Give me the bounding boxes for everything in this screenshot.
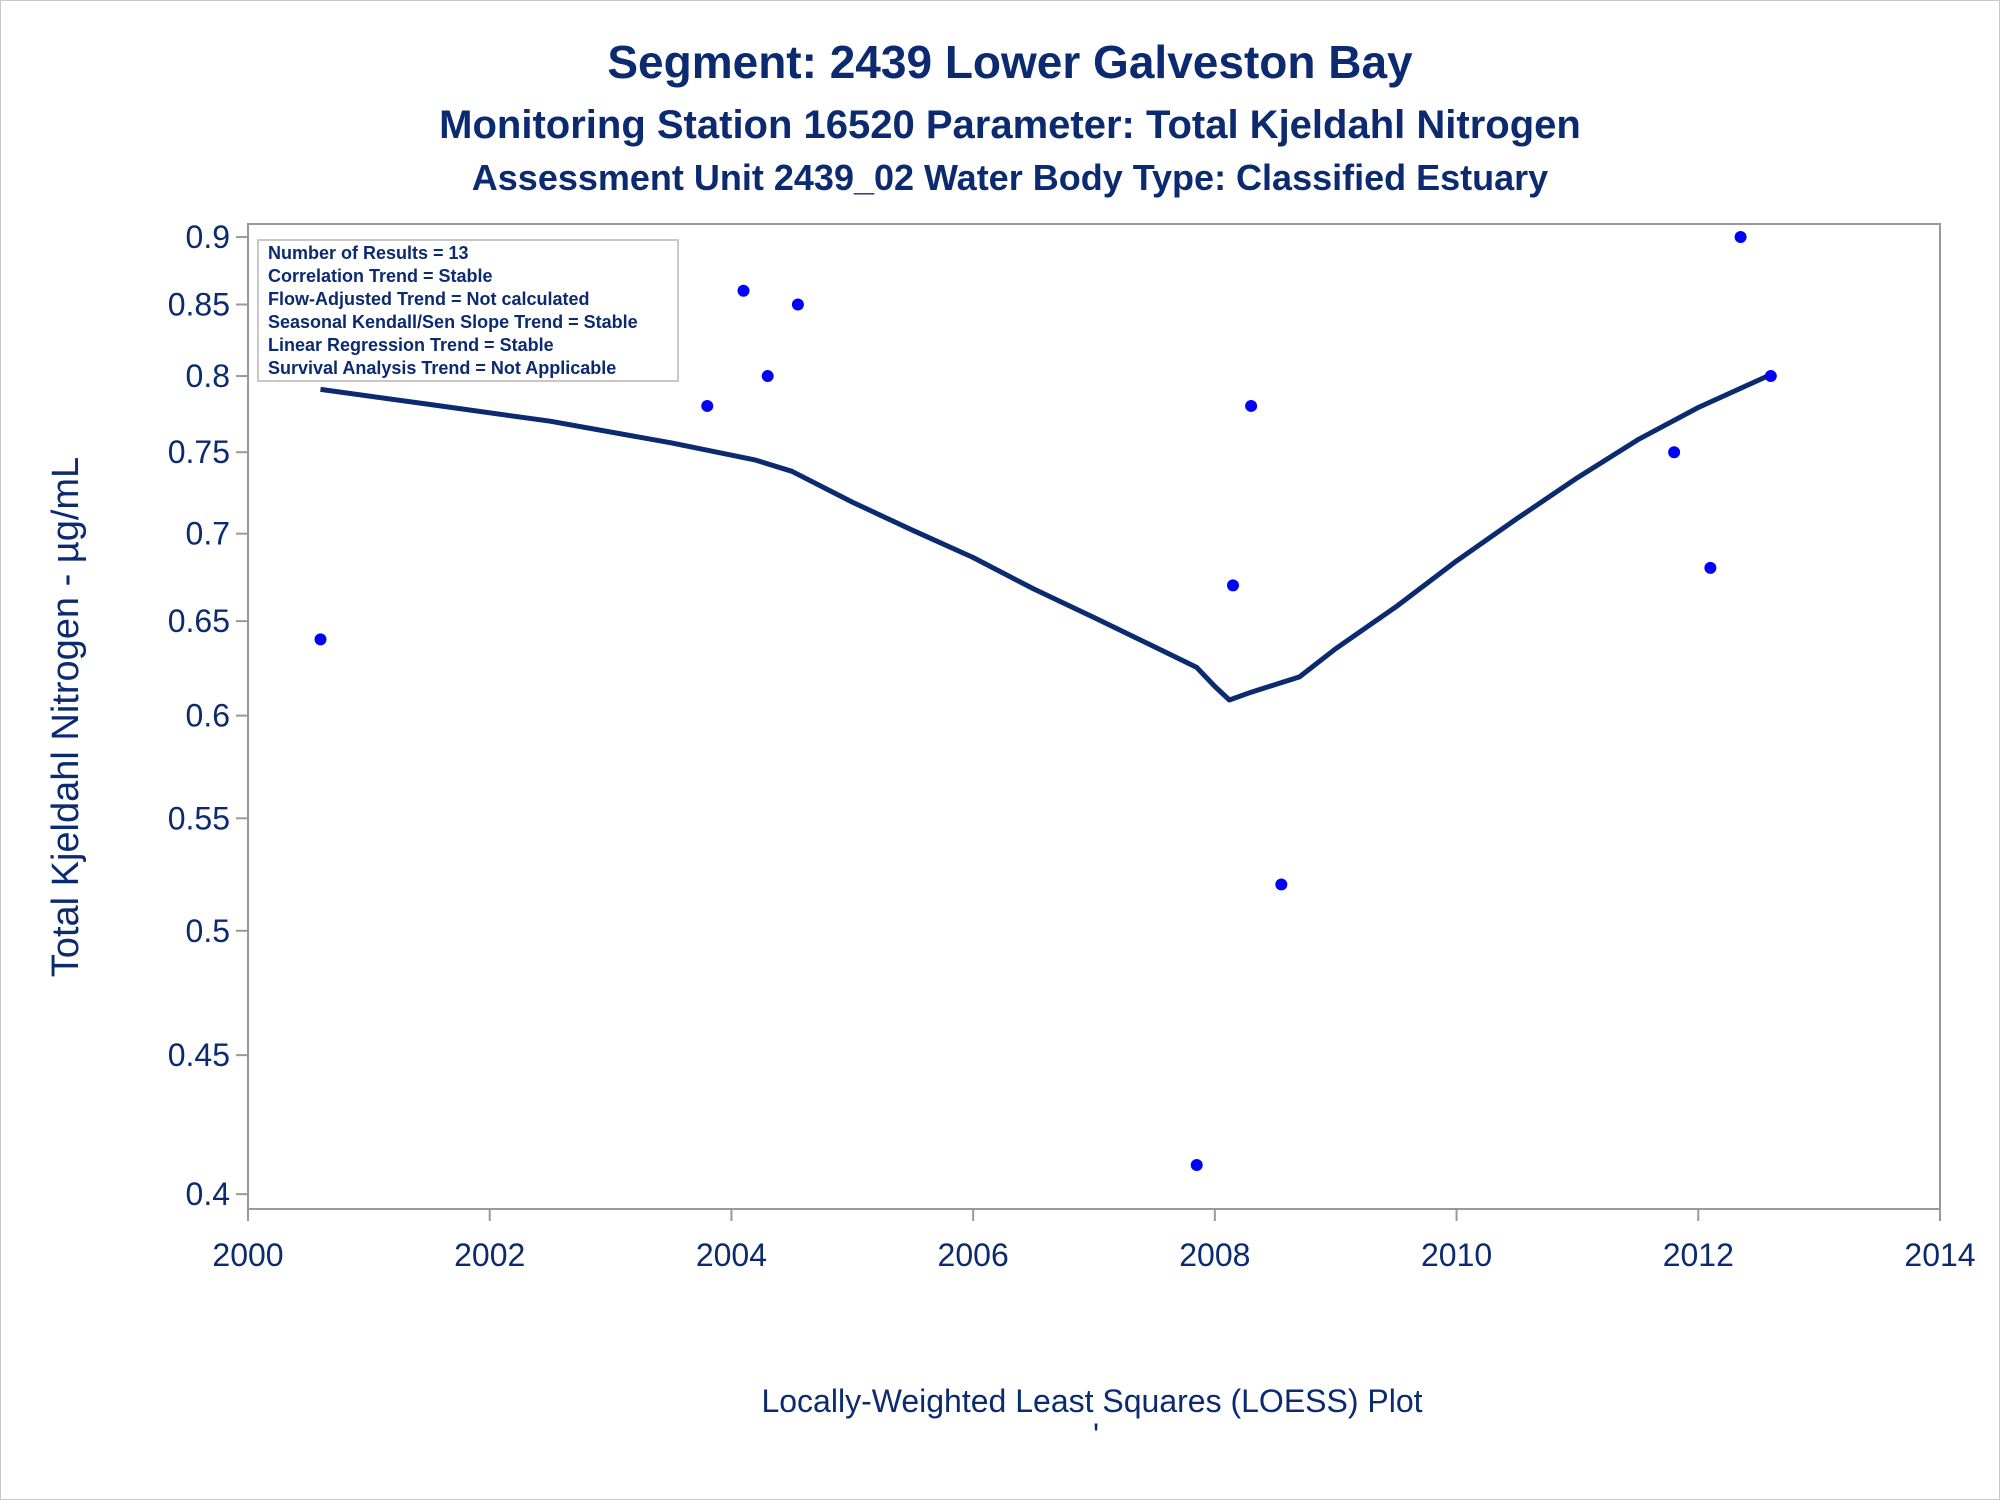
- chart-subtitle-station: Monitoring Station 16520 Parameter: Tota…: [439, 103, 1581, 147]
- x-tick-label: 2012: [1663, 1237, 1734, 1273]
- footer-mark: ': [1093, 1417, 1099, 1453]
- x-tick-label: 2000: [212, 1237, 283, 1273]
- data-point: [791, 298, 804, 311]
- y-axis-label: Total Kjeldahl Nitrogen - µg/mL: [45, 457, 87, 977]
- x-tick-label: 2010: [1421, 1237, 1492, 1273]
- chart-title: Segment: 2439 Lower Galveston Bay: [607, 36, 1413, 88]
- chart-subtitle-assessment: Assessment Unit 2439_02 Water Body Type:…: [472, 157, 1548, 198]
- info-linear-regression-trend: Linear Regression Trend = Stable: [268, 335, 554, 355]
- y-tick-label: 0.8: [186, 358, 230, 394]
- y-tick-label: 0.65: [168, 603, 230, 639]
- x-axis: 2000 2002 2004 2006 2008 2010 2012 2014: [212, 1209, 1976, 1273]
- data-point: [1764, 370, 1777, 383]
- y-tick-label: 0.45: [168, 1037, 230, 1073]
- x-tick-label: 2006: [938, 1237, 1009, 1273]
- data-point: [1704, 561, 1717, 574]
- data-point: [1226, 579, 1239, 592]
- x-tick-label: 2004: [696, 1237, 767, 1273]
- y-axis: 0.4 0.45 0.5 0.55 0.6 0.65 0.7 0.75 0.8 0.85 0.9: [168, 219, 248, 1212]
- info-correlation-trend: Correlation Trend = Stable: [268, 266, 493, 286]
- y-tick-label: 0.5: [186, 913, 230, 949]
- x-tick-label: 2002: [454, 1237, 525, 1273]
- trend-info-box: Number of Results = 13 Correlation Trend…: [257, 239, 679, 382]
- data-point: [761, 370, 774, 383]
- data-point: [1734, 231, 1747, 244]
- y-tick-label: 0.85: [168, 287, 230, 323]
- data-point: [314, 633, 327, 646]
- x-axis-label: Locally-Weighted Least Squares (LOESS) P…: [761, 1383, 1422, 1419]
- y-tick-label: 0.6: [186, 698, 230, 734]
- y-tick-label: 0.4: [186, 1176, 230, 1212]
- data-point: [737, 284, 750, 297]
- info-seasonal-kendall-trend: Seasonal Kendall/Sen Slope Trend = Stabl…: [268, 312, 638, 332]
- data-point: [1668, 446, 1681, 459]
- info-box-border: [257, 239, 679, 382]
- y-tick-label: 0.55: [168, 800, 230, 836]
- data-point: [1275, 878, 1288, 891]
- y-tick-label: 0.7: [186, 516, 230, 552]
- data-series: [314, 231, 1777, 1172]
- y-tick-label: 0.75: [168, 434, 230, 470]
- data-point: [701, 399, 714, 412]
- info-number-of-results: Number of Results = 13: [268, 243, 469, 263]
- info-survival-analysis-trend: Survival Analysis Trend = Not Applicable: [268, 358, 616, 378]
- x-tick-label: 2008: [1179, 1237, 1250, 1273]
- loess-trend-line: [320, 372, 1772, 703]
- y-tick-label: 0.9: [186, 219, 230, 255]
- x-tick-label: 2014: [1904, 1237, 1975, 1273]
- data-point: [1245, 399, 1258, 412]
- data-point: [1190, 1159, 1203, 1172]
- info-flow-adjusted-trend: Flow-Adjusted Trend = Not calculated: [268, 289, 590, 309]
